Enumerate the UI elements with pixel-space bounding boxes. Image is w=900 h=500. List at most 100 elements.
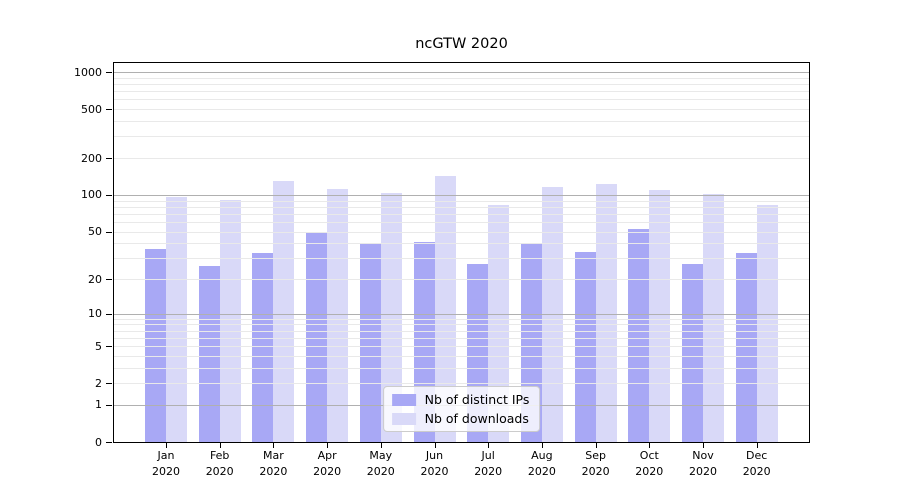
minor-gridline [114,383,809,385]
x-tick-label: May 2020 [366,449,395,478]
x-tick-mark [327,443,329,448]
bar-apr-downloads [327,188,349,442]
x-tick-label: Sep 2020 [581,449,610,478]
bar-dec-downloads [756,205,778,442]
x-tick-label: Jul 2020 [474,449,503,478]
x-tick-mark [166,443,167,448]
x-tick-mark [219,443,221,448]
y-tick-mark [106,279,112,280]
x-tick-label: Jan 2020 [152,449,180,478]
legend-swatch-downloads-icon [391,412,416,425]
legend: Nb of distinct IPs Nb of downloads [382,386,541,432]
minor-gridline [114,330,809,332]
bar-jun-downloads [434,175,456,442]
x-tick-mark [488,443,490,448]
bar-may-downloads [380,193,402,442]
plot-area: Nb of distinct IPs Nb of downloads [113,62,810,443]
y-tick-mark [106,194,112,196]
y-tick-label: 50 [88,225,102,238]
minor-gridline [114,206,809,208]
legend-label-downloads: Nb of downloads [424,411,529,426]
x-tick-mark [649,443,651,448]
minor-gridline [114,346,809,348]
minor-gridline [114,355,809,357]
x-tick-mark [434,443,436,448]
y-tick-label: 200 [81,151,102,165]
x-tick-label: Mar 2020 [259,449,288,478]
major-gridline [114,72,809,73]
x-tick-label: Feb 2020 [205,449,234,478]
y-tick-mark [106,109,112,111]
grid-layer [114,63,809,442]
x-tick-label: Aug 2020 [527,449,556,478]
x-tick-mark [595,443,597,448]
y-tick-mark [106,313,112,315]
minor-gridline [114,367,809,369]
minor-gridline [114,121,809,122]
y-tick-label: 500 [81,102,102,116]
x-tick-label: Apr 2020 [313,449,342,478]
minor-gridline [114,200,809,202]
y-tick-mark [106,404,112,406]
minor-gridline [114,158,809,159]
chart-title: ncGTW 2020 [415,36,508,52]
major-gridline [114,194,809,196]
bar-nov-downloads [703,194,724,442]
x-tick-mark [541,443,543,448]
bar-jan-distinct-ips [145,248,166,442]
y-tick-label: 1000 [74,65,102,79]
minor-gridline [114,279,809,280]
y-tick-mark [106,383,112,385]
y-tick-label: 2 [95,376,102,390]
minor-gridline [114,213,809,215]
minor-gridline [114,318,809,320]
y-tick-mark [106,72,112,73]
legend-label-distinct-ips: Nb of distinct IPs [424,392,530,407]
x-tick-mark [273,443,275,448]
x-tick-mark [756,443,758,448]
x-tick-label: Nov 2020 [689,449,717,478]
bar-dec-distinct-ips [735,253,757,442]
minor-gridline [114,221,809,223]
x-tick-mark [380,443,382,448]
y-tick-label: 5 [95,339,102,353]
minor-gridline [114,91,809,93]
minor-gridline [114,136,809,138]
y-tick-label: 20 [88,272,102,286]
bar-apr-distinct-ips [306,232,328,442]
bar-feb-downloads [219,199,241,442]
minor-gridline [114,258,809,260]
legend-swatch-distinct-ips-icon [391,393,416,406]
minor-gridline [114,324,809,326]
bar-nov-distinct-ips [682,263,703,442]
minor-gridline [114,231,809,233]
x-tick-label: Dec 2020 [742,449,771,478]
minor-gridline [114,243,809,245]
bar-oct-distinct-ips [628,229,650,442]
bar-may-distinct-ips [359,243,381,442]
major-gridline [114,313,809,315]
y-tick-label: 10 [88,307,102,321]
legend-entry-downloads: Nb of downloads [391,411,530,426]
y-tick-mark [106,442,112,443]
minor-gridline [114,84,809,85]
legend-entry-distinct-ips: Nb of distinct IPs [391,392,530,407]
minor-gridline [114,337,809,339]
bar-jul-downloads [488,205,510,442]
bar-mar-downloads [273,181,295,442]
y-tick-label: 0 [95,435,102,449]
bar-sep-downloads [595,184,617,442]
minor-gridline [114,77,809,79]
y-tick-label: 1 [95,398,102,412]
y-tick-label: 100 [81,188,102,202]
x-tick-mark [703,443,704,448]
x-tick-label: Oct 2020 [635,449,664,478]
y-tick-mark [106,346,112,348]
bar-mar-distinct-ips [252,253,274,442]
bar-oct-downloads [649,189,671,442]
bar-feb-distinct-ips [198,265,220,442]
minor-gridline [114,109,809,111]
x-tick-label: Jun 2020 [420,449,449,478]
y-tick-mark [106,231,112,233]
